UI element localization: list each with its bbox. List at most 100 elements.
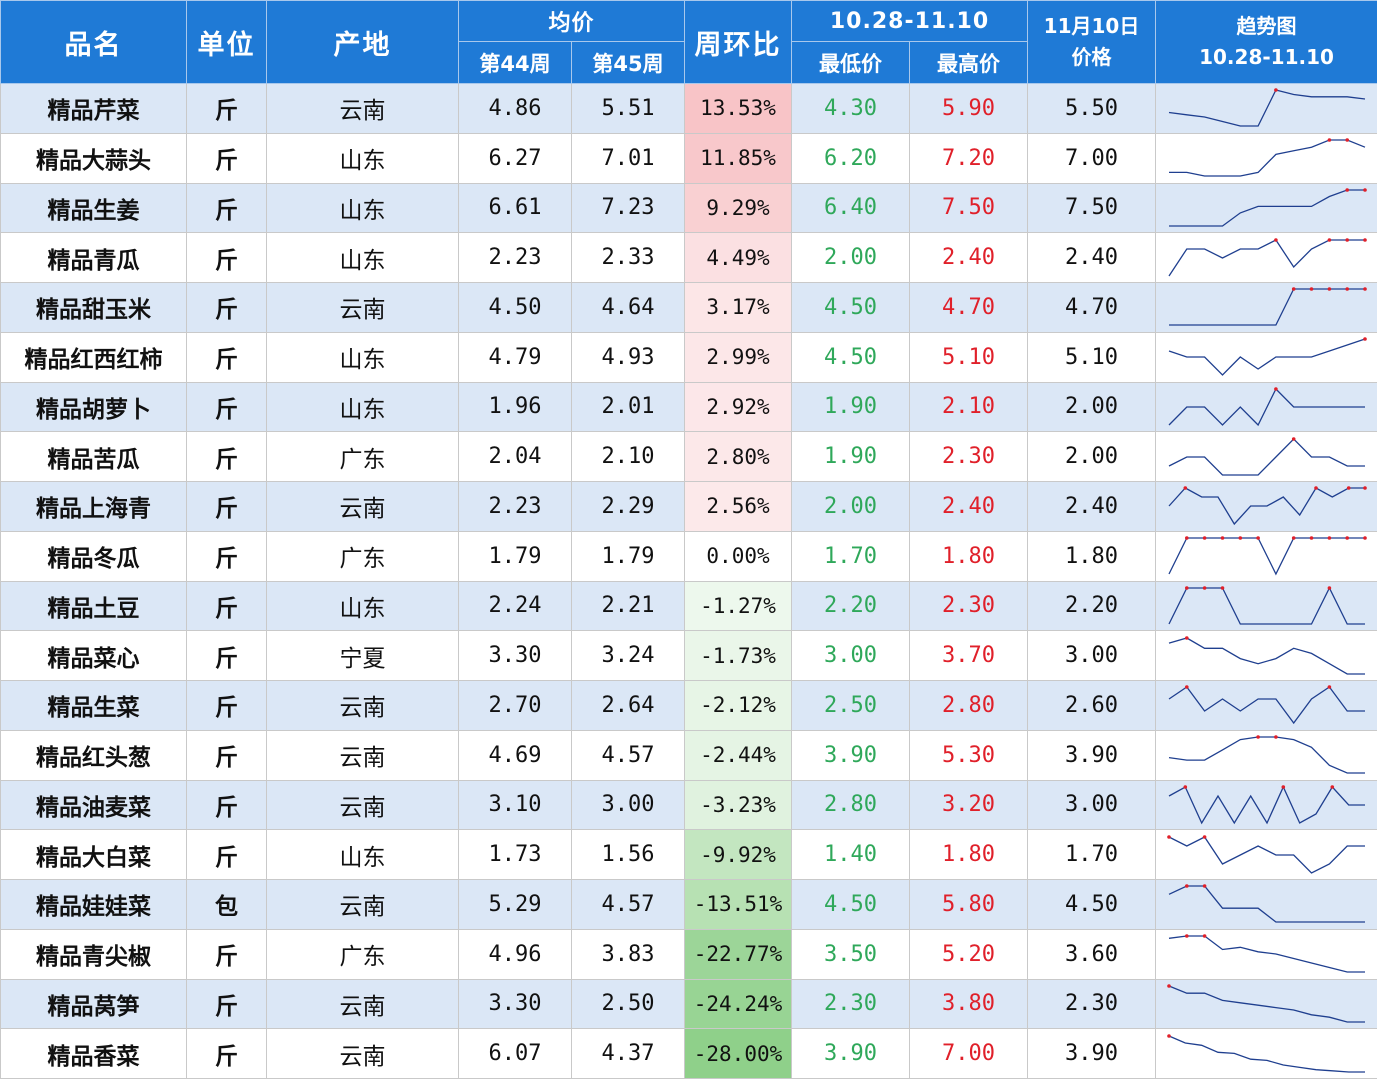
header-trend: 趋势图 10.28-11.10 bbox=[1155, 0, 1377, 84]
cell-week44: 3.30 bbox=[458, 630, 572, 681]
table-row: 精品菜心斤宁夏 3.30 3.24 -1.73% 3.00 3.70 3.00 bbox=[0, 630, 1377, 681]
cell-unit: 斤 bbox=[186, 1028, 267, 1079]
cell-high: 2.30 bbox=[909, 580, 1029, 632]
cell-wow: 3.17% bbox=[684, 282, 793, 333]
sparkline-max-point bbox=[1255, 536, 1260, 540]
cell-name: 精品大蒜头 bbox=[0, 132, 187, 184]
cell-low: 3.50 bbox=[791, 928, 911, 980]
sparkline bbox=[1166, 984, 1365, 1023]
sparkline-max-point bbox=[1166, 1033, 1171, 1038]
cell-trend bbox=[1155, 530, 1377, 582]
cell-price: 2.60 bbox=[1027, 680, 1157, 731]
cell-week45: 5.51 bbox=[570, 83, 686, 134]
sparkline-max-point bbox=[1273, 735, 1278, 739]
sparkline-max-point bbox=[1184, 934, 1189, 938]
cell-trend bbox=[1155, 978, 1377, 1030]
sparkline bbox=[1168, 88, 1365, 128]
cell-wow: 13.53% bbox=[684, 83, 793, 134]
cell-week45: 3.24 bbox=[570, 630, 686, 681]
sparkline-max-point bbox=[1255, 735, 1260, 739]
cell-week45: 1.56 bbox=[570, 829, 686, 880]
cell-price: 2.00 bbox=[1027, 381, 1157, 433]
cell-price: 3.90 bbox=[1027, 1028, 1157, 1079]
cell-week44: 6.27 bbox=[458, 132, 572, 184]
cell-price: 4.50 bbox=[1027, 879, 1157, 930]
cell-name: 精品青尖椒 bbox=[0, 928, 187, 980]
sparkline-max-point bbox=[1309, 536, 1313, 540]
cell-unit: 斤 bbox=[186, 182, 267, 234]
cell-trend bbox=[1155, 928, 1377, 980]
cell-high: 1.80 bbox=[909, 530, 1029, 582]
cell-week45: 2.50 bbox=[570, 978, 686, 1030]
cell-week44: 3.10 bbox=[458, 779, 572, 831]
sparkline-max-point bbox=[1273, 237, 1278, 242]
cell-high: 2.30 bbox=[909, 431, 1029, 482]
cell-origin: 宁夏 bbox=[266, 630, 459, 681]
cell-wow: -13.51% bbox=[684, 879, 793, 930]
cell-price: 2.00 bbox=[1027, 431, 1157, 482]
sparkline-line bbox=[1168, 785, 1365, 825]
cell-trend bbox=[1155, 381, 1377, 433]
cell-name: 精品胡萝卜 bbox=[0, 381, 187, 433]
sparkline-max-point bbox=[1346, 486, 1351, 491]
header-unit: 单位 bbox=[186, 0, 267, 84]
cell-price: 4.70 bbox=[1027, 282, 1157, 333]
cell-origin: 云南 bbox=[266, 680, 459, 731]
header-week45: 第45周 bbox=[570, 41, 686, 84]
cell-week45: 2.01 bbox=[570, 381, 686, 433]
cell-high: 5.10 bbox=[909, 331, 1029, 383]
sparkline bbox=[1168, 138, 1365, 177]
cell-price: 1.80 bbox=[1027, 530, 1157, 582]
cell-unit: 斤 bbox=[186, 83, 267, 134]
cell-week45: 4.57 bbox=[570, 729, 686, 781]
cell-wow: -2.44% bbox=[684, 729, 793, 781]
cell-low: 6.40 bbox=[791, 182, 911, 234]
cell-wow: 2.92% bbox=[684, 381, 793, 433]
cell-week45: 7.23 bbox=[570, 182, 686, 234]
sparkline-line bbox=[1167, 238, 1365, 276]
sparkline-line bbox=[1167, 586, 1365, 625]
sparkline bbox=[1168, 337, 1367, 377]
sparkline-max-point bbox=[1327, 287, 1331, 292]
cell-wow: -24.24% bbox=[684, 978, 793, 1030]
header-low: 最低价 bbox=[791, 41, 911, 84]
cell-price: 2.40 bbox=[1027, 232, 1157, 283]
sparkline-max-point bbox=[1362, 337, 1367, 341]
sparkline bbox=[1168, 188, 1367, 227]
cell-high: 3.70 bbox=[909, 630, 1029, 681]
cell-unit: 斤 bbox=[186, 381, 267, 433]
cell-price: 3.00 bbox=[1027, 630, 1157, 681]
cell-origin: 山东 bbox=[266, 132, 459, 184]
header-week44: 第44周 bbox=[458, 41, 572, 84]
sparkline-line bbox=[1168, 288, 1365, 327]
cell-low: 3.90 bbox=[791, 729, 911, 781]
sparkline-max-point bbox=[1220, 536, 1224, 540]
cell-name: 精品红头葱 bbox=[0, 729, 187, 781]
sparkline-max-point bbox=[1166, 984, 1171, 988]
cell-week44: 3.30 bbox=[458, 978, 572, 1030]
table-row: 精品香菜斤云南 6.07 4.37 -28.00% 3.90 7.00 3.90 bbox=[0, 1028, 1377, 1079]
cell-unit: 斤 bbox=[186, 481, 267, 532]
table-header: 品名 单位 产地 均价 周环比 10.28-11.10 11月10日 价格 趋势… bbox=[0, 0, 1377, 84]
cell-low: 1.40 bbox=[791, 829, 911, 880]
sparkline-line bbox=[1168, 387, 1365, 426]
cell-origin: 广东 bbox=[266, 431, 459, 482]
cell-origin: 云南 bbox=[266, 729, 459, 781]
cell-week45: 2.33 bbox=[570, 232, 686, 283]
sparkline-max-point bbox=[1362, 188, 1367, 192]
cell-week45: 2.21 bbox=[570, 580, 686, 632]
cell-wow: -3.23% bbox=[684, 779, 793, 831]
cell-week45: 2.29 bbox=[570, 481, 686, 532]
sparkline-line bbox=[1168, 636, 1365, 675]
table-row: 精品生姜斤山东 6.61 7.23 9.29% 6.40 7.50 7.50 bbox=[0, 182, 1377, 234]
cell-origin: 云南 bbox=[266, 83, 459, 134]
sparkline-max-point bbox=[1273, 88, 1278, 93]
sparkline-max-point bbox=[1344, 138, 1349, 142]
sparkline-max-point bbox=[1327, 685, 1331, 690]
cell-name: 精品上海青 bbox=[0, 481, 187, 532]
cell-low: 4.50 bbox=[791, 282, 911, 333]
table-row: 精品青尖椒斤广东 4.96 3.83 -22.77% 3.50 5.20 3.60 bbox=[0, 928, 1377, 980]
cell-week44: 4.86 bbox=[458, 83, 572, 134]
cell-low: 4.50 bbox=[791, 879, 911, 930]
table-row: 精品油麦菜斤云南 3.10 3.00 -3.23% 2.80 3.20 3.00 bbox=[0, 779, 1377, 831]
